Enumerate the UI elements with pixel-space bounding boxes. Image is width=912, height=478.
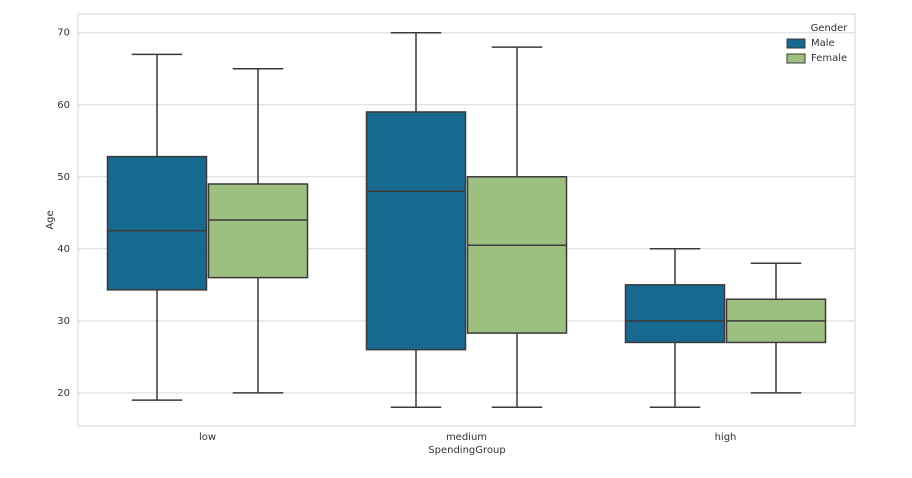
y-axis-label: Age [45, 210, 56, 229]
box [624, 284, 726, 344]
y-tick-label: 30 [57, 316, 70, 327]
y-tick-label: 70 [57, 28, 70, 39]
y-tick-label: 40 [57, 244, 70, 255]
y-tick-label: 60 [57, 100, 70, 111]
y-tick-label: 20 [57, 388, 70, 399]
legend-swatch [786, 38, 806, 49]
box [365, 111, 467, 351]
plot-area [77, 13, 856, 427]
box [207, 183, 309, 279]
legend-label: Male [811, 38, 835, 49]
box [106, 155, 208, 291]
box [466, 176, 568, 334]
legend-title: Gender [811, 23, 849, 34]
x-tick-label: medium [446, 432, 487, 443]
y-tick-label: 50 [57, 172, 70, 183]
x-axis-label: SpendingGroup [428, 445, 505, 456]
legend-swatch [786, 53, 806, 64]
legend-label: Female [811, 53, 847, 64]
x-tick-label: high [715, 432, 737, 443]
x-tick-label: low [199, 432, 216, 443]
